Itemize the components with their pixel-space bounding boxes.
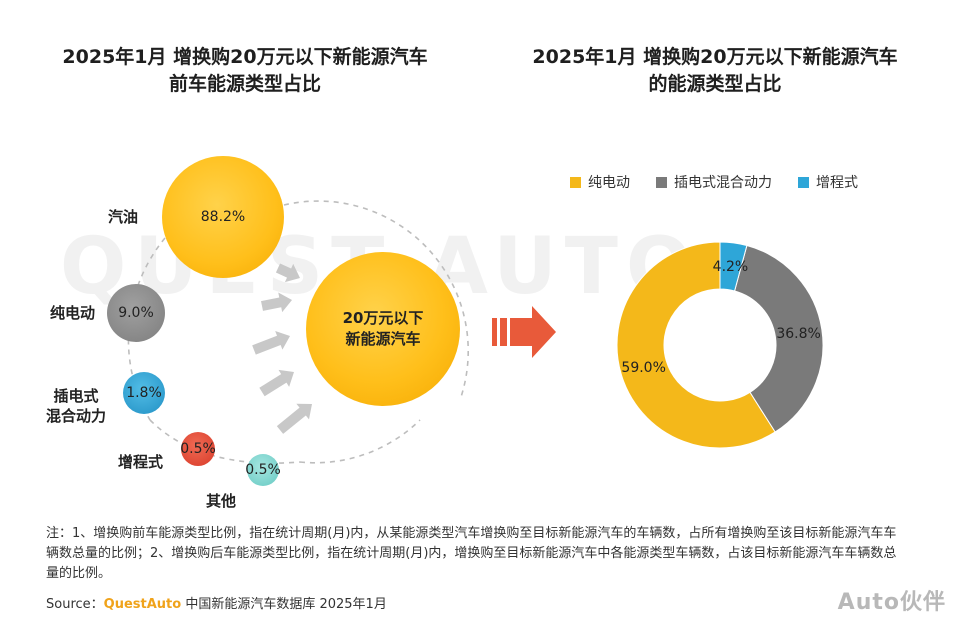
bubble-bev: 9.0%	[107, 284, 165, 342]
transition-arrow-bar-1	[492, 318, 497, 346]
legend-label-bev: 纯电动	[588, 175, 630, 191]
source-prefix: Source：	[46, 597, 104, 612]
legend-label-phev: 插电式混合动力	[674, 175, 772, 191]
bubble-gasoline: 88.2%	[162, 156, 284, 278]
target-bubble: 20万元以下 新能源汽车	[306, 252, 460, 406]
bubble-other: 0.5%	[245, 454, 281, 486]
source-suffix: 中国新能源汽车数据库 2025年1月	[181, 597, 387, 612]
flow-arrow-4	[276, 403, 312, 434]
right-chart-title: 2025年1月 增换购20万元以下新能源汽车 的能源类型占比	[532, 46, 898, 95]
flow-arrow-0	[275, 263, 300, 283]
bubble-erev-value: 0.5%	[180, 441, 216, 457]
donut-slice-phev	[733, 244, 824, 433]
label-bev: 纯电动	[50, 304, 96, 322]
footnote: 注：1、增换购前车能源类型比例，指在统计周期(月)内，从某能源类型汽车增换购至目…	[46, 526, 897, 581]
transition-arrow-bar-2	[500, 318, 507, 346]
donut-label-phev: 36.8%	[776, 326, 820, 342]
source-line: Source：QuestAuto 中国新能源汽车数据库 2025年1月	[46, 593, 387, 612]
label-erev: 增程式	[118, 453, 164, 471]
bubble-phev-value: 1.8%	[126, 385, 162, 401]
legend-swatch-erev	[798, 176, 809, 188]
legend-item-erev: 增程式	[798, 172, 858, 192]
bubble-phev: 1.8%	[123, 372, 165, 414]
legend-label-erev: 增程式	[816, 175, 858, 191]
flow-arrow-1	[261, 292, 292, 313]
donut-slice-erev	[719, 241, 748, 292]
target-bubble-label: 20万元以下 新能源汽车	[342, 309, 424, 348]
donut-legend: 纯电动 插电式混合动力 增程式	[570, 172, 858, 192]
bubble-bev-value: 9.0%	[118, 305, 154, 321]
label-other: 其他	[206, 492, 237, 510]
transition-arrow-icon	[510, 306, 556, 358]
donut-label-bev: 59.0%	[621, 360, 665, 376]
left-chart-title: 2025年1月 增换购20万元以下新能源汽车 前车能源类型占比	[62, 46, 428, 95]
legend-swatch-phev	[656, 176, 667, 188]
label-gasoline: 汽油	[108, 208, 139, 226]
bubble-other-value: 0.5%	[245, 462, 281, 478]
donut-label-erev: 4.2%	[713, 259, 749, 275]
bubble-erev: 0.5%	[180, 432, 216, 466]
bubble-gasoline-value: 88.2%	[200, 209, 246, 225]
source-brand: QuestAuto	[103, 597, 182, 612]
donut-slice-bev	[616, 241, 776, 449]
flow-arrow-2	[252, 331, 290, 355]
flow-arrow-3	[259, 369, 294, 397]
legend-item-phev: 插电式混合动力	[656, 172, 772, 192]
label-phev: 插电式 混合动力	[46, 387, 107, 425]
corner-logo: Auto伙伴	[837, 590, 946, 615]
legend-item-bev: 纯电动	[570, 172, 630, 192]
legend-swatch-bev	[570, 176, 581, 188]
